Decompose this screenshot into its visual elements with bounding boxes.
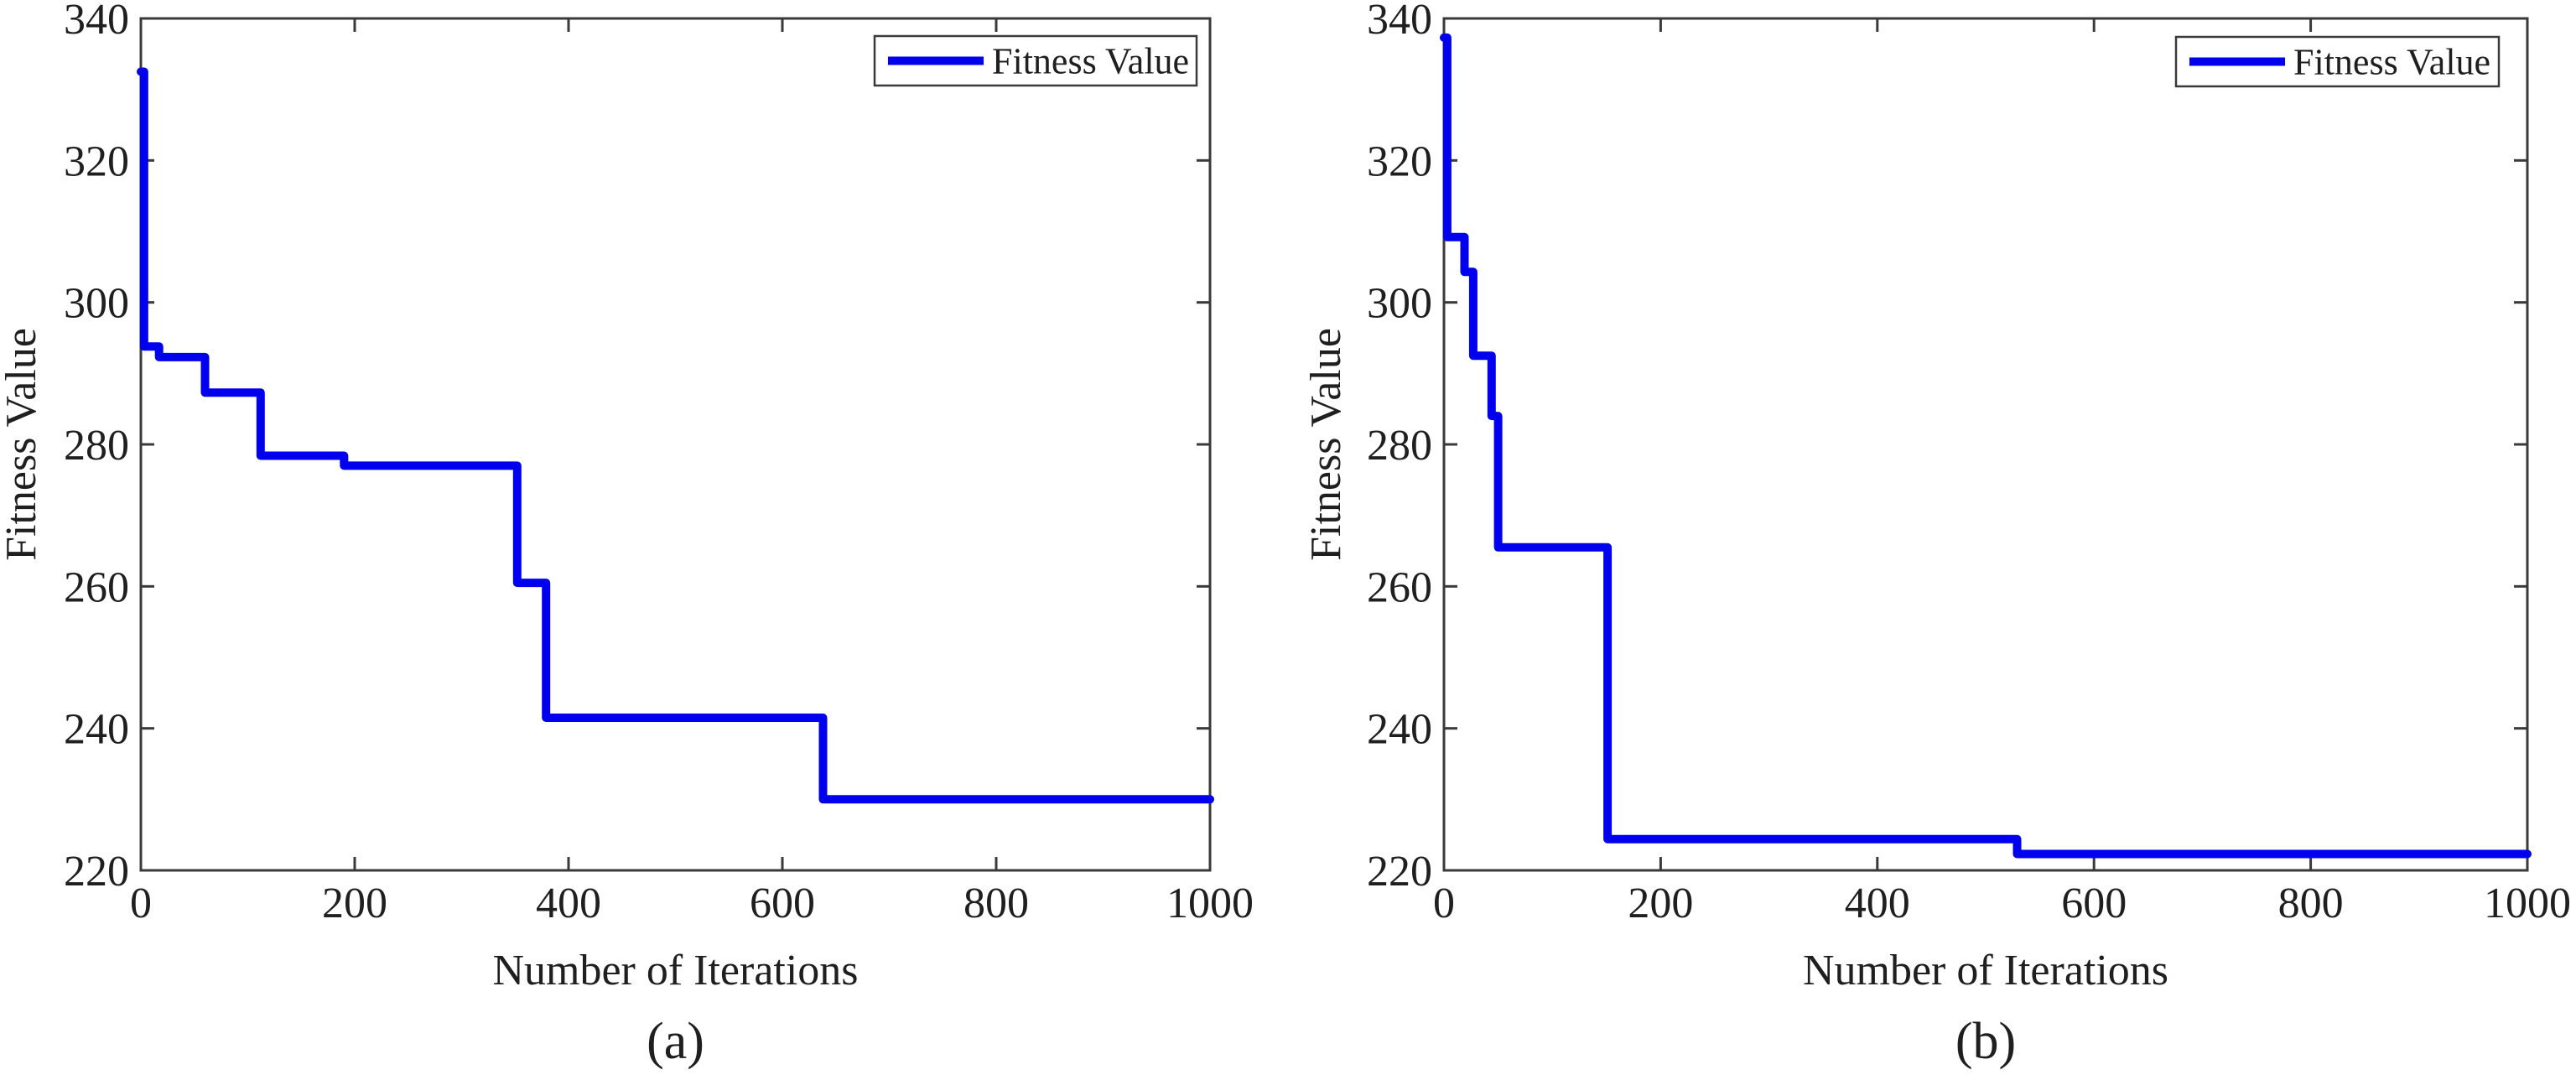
x-tick-label: 1000 bbox=[2484, 880, 2571, 927]
y-axis-label: Fitness Value bbox=[1302, 328, 1350, 561]
y-tick-label: 240 bbox=[64, 706, 129, 754]
x-tick-label: 0 bbox=[1433, 880, 1455, 927]
y-tick-label: 220 bbox=[1367, 848, 1432, 896]
fitness-line bbox=[137, 67, 1214, 804]
x-tick-label: 400 bbox=[1845, 880, 1910, 927]
caption-b: (b) bbox=[1955, 1013, 2016, 1070]
x-tick-label: 600 bbox=[750, 880, 815, 927]
y-tick-label: 300 bbox=[64, 280, 129, 328]
legend: Fitness Value bbox=[2174, 35, 2501, 88]
chart-b: 0 200 400 600 800 1000 220 240 260 280 300 320 340 Nu… bbox=[1302, 0, 2571, 1070]
caption-a: (a) bbox=[647, 1013, 704, 1070]
fitness-line bbox=[1440, 33, 2532, 859]
y-tick-label: 340 bbox=[1367, 0, 1432, 44]
y-tick-label: 300 bbox=[1367, 280, 1432, 328]
y-tick-label: 320 bbox=[1367, 138, 1432, 185]
y-tick-label: 260 bbox=[64, 563, 129, 611]
x-tick-label: 800 bbox=[2278, 880, 2344, 927]
y-tick-label: 240 bbox=[1367, 706, 1432, 754]
x-tick-label: 0 bbox=[130, 880, 152, 927]
x-tick-label: 400 bbox=[536, 880, 601, 927]
legend-label: Fitness Value bbox=[2293, 42, 2490, 83]
x-tick-label: 800 bbox=[963, 880, 1029, 927]
x-tick-label: 200 bbox=[1628, 880, 1693, 927]
y-tick-label: 220 bbox=[64, 848, 129, 896]
y-tick-label: 340 bbox=[64, 0, 129, 44]
x-tick-label: 1000 bbox=[1166, 880, 1254, 927]
legend-label: Fitness Value bbox=[992, 41, 1189, 82]
y-axis-label: Fitness Value bbox=[0, 328, 45, 561]
x-axis-label: Number of Iterations bbox=[492, 947, 858, 994]
chart-a: 0 200 400 600 800 1000 220 240 260 280 300 320 340 Nu… bbox=[0, 0, 1254, 1070]
y-tick-label: 260 bbox=[1367, 563, 1432, 611]
legend: Fitness Value bbox=[873, 34, 1198, 87]
y-tick-label: 320 bbox=[64, 138, 129, 185]
y-tick-label: 280 bbox=[1367, 422, 1432, 470]
x-tick-label: 600 bbox=[2061, 880, 2127, 927]
y-tick-label: 280 bbox=[64, 422, 129, 470]
x-axis-label: Number of Iterations bbox=[1803, 947, 2168, 994]
x-tick-label: 200 bbox=[322, 880, 387, 927]
